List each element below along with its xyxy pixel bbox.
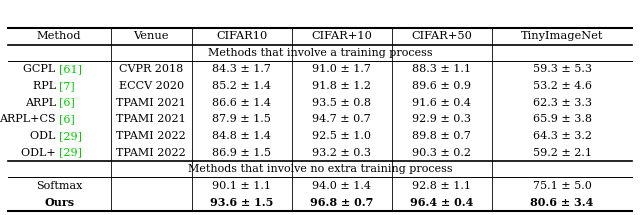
Text: ARPL: ARPL — [24, 98, 60, 108]
Text: 92.8 ± 1.1: 92.8 ± 1.1 — [412, 181, 471, 191]
Text: 91.6 ± 0.4: 91.6 ± 0.4 — [412, 98, 471, 108]
Text: 85.2 ± 1.4: 85.2 ± 1.4 — [212, 81, 271, 91]
Text: 86.6 ± 1.4: 86.6 ± 1.4 — [212, 98, 271, 108]
Text: Methods that involve a training process: Methods that involve a training process — [208, 48, 432, 58]
Text: [29]: [29] — [60, 147, 82, 158]
Text: 90.3 ± 0.2: 90.3 ± 0.2 — [412, 147, 471, 158]
Text: Ours: Ours — [44, 197, 74, 208]
Text: CIFAR+50: CIFAR+50 — [412, 31, 472, 41]
Text: ODL+: ODL+ — [21, 147, 60, 158]
Text: 75.1 ± 5.0: 75.1 ± 5.0 — [532, 181, 591, 191]
Text: 92.5 ± 1.0: 92.5 ± 1.0 — [312, 131, 371, 141]
Text: 87.9 ± 1.5: 87.9 ± 1.5 — [212, 114, 271, 124]
Text: ARPL+CS: ARPL+CS — [0, 114, 60, 124]
Text: 93.6 ± 1.5: 93.6 ± 1.5 — [210, 197, 274, 208]
Text: 92.9 ± 0.3: 92.9 ± 0.3 — [412, 114, 471, 124]
Text: RPL: RPL — [33, 81, 60, 91]
Text: 84.3 ± 1.7: 84.3 ± 1.7 — [212, 64, 271, 74]
Text: [61]: [61] — [60, 64, 82, 74]
Text: 91.8 ± 1.2: 91.8 ± 1.2 — [312, 81, 371, 91]
Text: 53.2 ± 4.6: 53.2 ± 4.6 — [532, 81, 591, 91]
Text: 89.8 ± 0.7: 89.8 ± 0.7 — [412, 131, 471, 141]
Text: 90.1 ± 1.1: 90.1 ± 1.1 — [212, 181, 271, 191]
Text: TPAMI 2022: TPAMI 2022 — [116, 131, 186, 141]
Text: [7]: [7] — [60, 81, 75, 91]
Text: Method: Method — [37, 31, 81, 41]
Text: 65.9 ± 3.8: 65.9 ± 3.8 — [532, 114, 591, 124]
Text: 93.5 ± 0.8: 93.5 ± 0.8 — [312, 98, 371, 108]
Text: 94.7 ± 0.7: 94.7 ± 0.7 — [312, 114, 371, 124]
Text: CIFAR+10: CIFAR+10 — [312, 31, 372, 41]
Text: TinyImageNet: TinyImageNet — [521, 31, 604, 41]
Text: 93.2 ± 0.3: 93.2 ± 0.3 — [312, 147, 371, 158]
Text: CIFAR10: CIFAR10 — [216, 31, 268, 41]
Text: CVPR 2018: CVPR 2018 — [119, 64, 184, 74]
Text: 94.0 ± 1.4: 94.0 ± 1.4 — [312, 181, 371, 191]
Text: 84.8 ± 1.4: 84.8 ± 1.4 — [212, 131, 271, 141]
Text: TPAMI 2022: TPAMI 2022 — [116, 147, 186, 158]
Text: [29]: [29] — [60, 131, 82, 141]
Text: [6]: [6] — [60, 114, 75, 124]
Text: 64.3 ± 3.2: 64.3 ± 3.2 — [532, 131, 591, 141]
Text: 91.0 ± 1.7: 91.0 ± 1.7 — [312, 64, 371, 74]
Text: ECCV 2020: ECCV 2020 — [119, 81, 184, 91]
Text: 80.6 ± 3.4: 80.6 ± 3.4 — [531, 197, 594, 208]
Text: 86.9 ± 1.5: 86.9 ± 1.5 — [212, 147, 271, 158]
Text: 96.4 ± 0.4: 96.4 ± 0.4 — [410, 197, 474, 208]
Text: ODL: ODL — [30, 131, 60, 141]
Text: 96.8 ± 0.7: 96.8 ± 0.7 — [310, 197, 374, 208]
Text: Softmax: Softmax — [36, 181, 83, 191]
Text: 59.3 ± 5.3: 59.3 ± 5.3 — [532, 64, 591, 74]
Text: 89.6 ± 0.9: 89.6 ± 0.9 — [412, 81, 471, 91]
Text: 88.3 ± 1.1: 88.3 ± 1.1 — [412, 64, 471, 74]
Text: [6]: [6] — [60, 98, 75, 108]
Text: GCPL: GCPL — [24, 64, 60, 74]
Text: Methods that involve no extra training process: Methods that involve no extra training p… — [188, 164, 452, 174]
Text: 62.3 ± 3.3: 62.3 ± 3.3 — [532, 98, 591, 108]
Text: TPAMI 2021: TPAMI 2021 — [116, 98, 186, 108]
Text: 59.2 ± 2.1: 59.2 ± 2.1 — [532, 147, 591, 158]
Text: Venue: Venue — [134, 31, 169, 41]
Text: TPAMI 2021: TPAMI 2021 — [116, 114, 186, 124]
